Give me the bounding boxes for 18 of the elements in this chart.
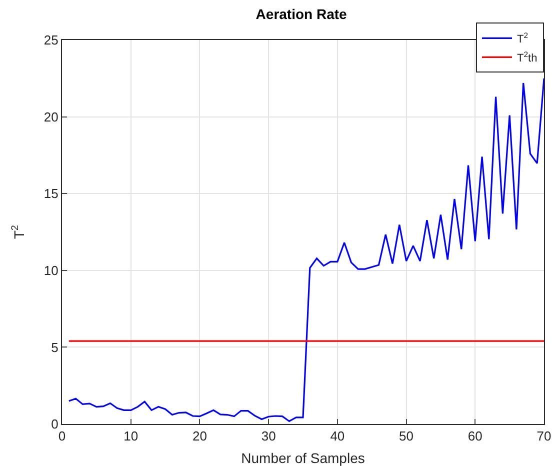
x-tick-label: 30: [261, 428, 276, 444]
x-tick-label: 50: [399, 428, 414, 444]
x-tick-label: 10: [124, 428, 138, 444]
legend-label: T$^{2}$th: [517, 50, 538, 65]
line-series: [68, 78, 544, 422]
y-tick-label: 10: [44, 262, 58, 278]
x-tick-label: 40: [330, 428, 345, 444]
y-tick-label: 0: [51, 416, 58, 432]
y-tick-label: 15: [44, 186, 58, 202]
legend-label: T$^{2}$: [517, 30, 528, 46]
y-tick-label: 5: [51, 340, 58, 355]
x-tick-label: 70: [536, 428, 552, 444]
y-tick-label: 25: [44, 32, 58, 48]
x-tick-label: 20: [192, 428, 207, 444]
y-tick-label: 20: [44, 109, 58, 124]
chart-title: Aeration Rate: [256, 6, 348, 22]
x-tick-label: 60: [468, 428, 482, 444]
x-axis-title: Number of Samples: [241, 450, 365, 466]
